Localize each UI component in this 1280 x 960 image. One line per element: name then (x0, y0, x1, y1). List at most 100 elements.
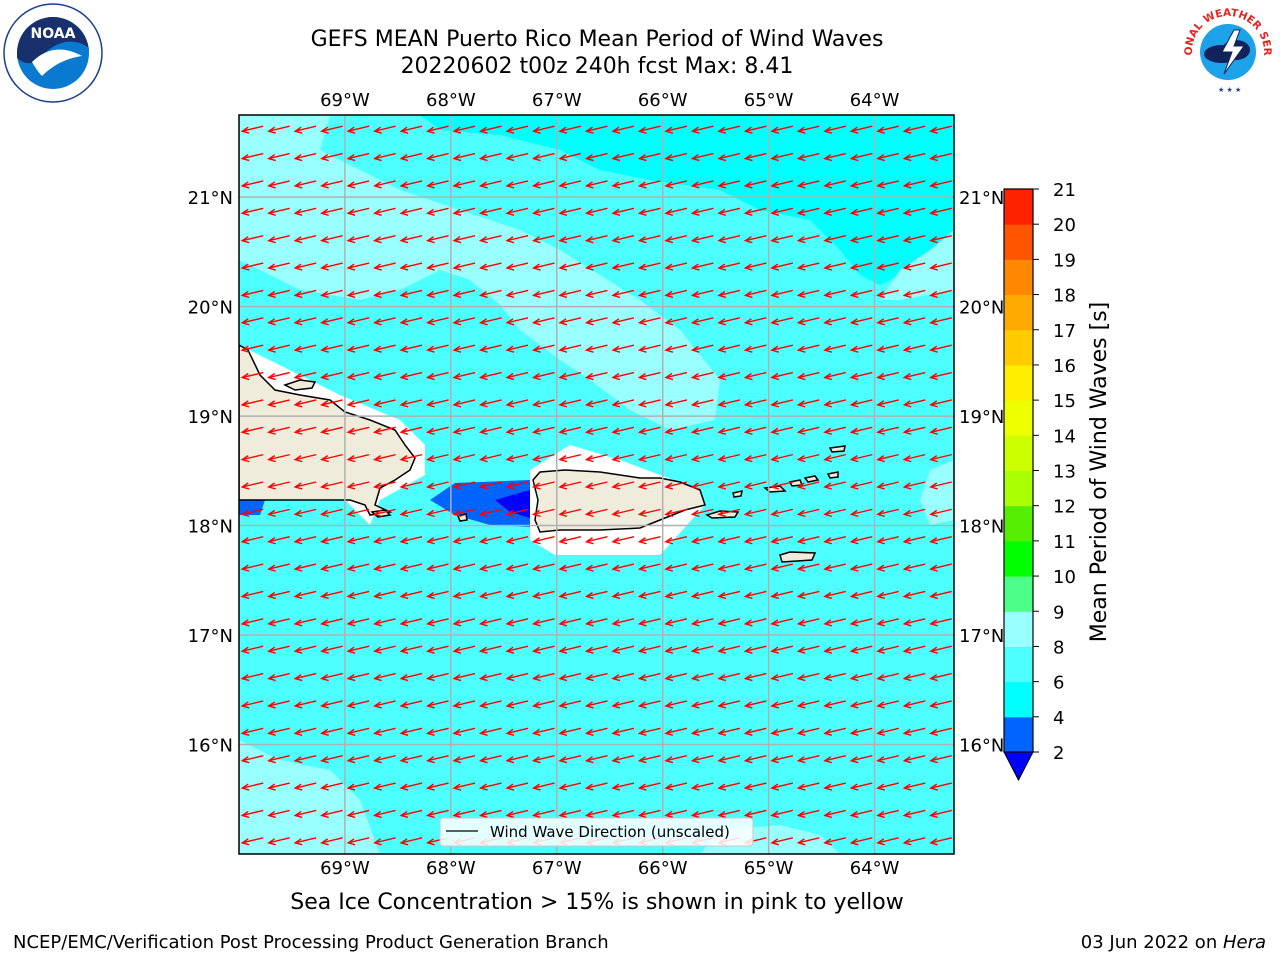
wave-arrow (690, 344, 714, 353)
wave-arrow (584, 234, 608, 244)
wave-arrow (373, 481, 396, 490)
wave-arrow (478, 234, 502, 244)
wave-arrow (558, 453, 582, 463)
colorbar-segment (1004, 611, 1033, 647)
wave-arrow (346, 672, 370, 682)
wave-arrow (452, 727, 476, 737)
wave-arrow (478, 590, 502, 600)
wave-arrow (373, 152, 396, 162)
wave-arrow (505, 618, 529, 627)
wave-arrow (796, 755, 820, 764)
wave-arrow (876, 426, 899, 435)
wave-arrow (796, 207, 820, 216)
land-mona (456, 513, 468, 522)
wave-arrow (743, 618, 767, 627)
wave-arrow (425, 262, 449, 271)
wave-arrow (346, 481, 370, 490)
wave-arrow (452, 125, 476, 134)
lat-label-right: 19°N (959, 407, 1004, 428)
wave-arrow (796, 700, 820, 709)
wave-arrow (664, 125, 688, 134)
wave-arrow (823, 344, 846, 353)
wave-arrow (584, 453, 608, 463)
wave-arrow (664, 289, 688, 299)
wave-arrow (611, 371, 635, 381)
wave-arrow (293, 399, 317, 408)
wave-arrow (240, 125, 264, 134)
wave-arrow (743, 399, 767, 408)
wave-arrow (505, 453, 529, 463)
colorbar-segment (1004, 329, 1033, 366)
wave-arrow (346, 700, 370, 709)
wave-arrow (770, 809, 794, 819)
land-culebra (732, 490, 743, 498)
wave-arrow (902, 344, 926, 353)
lat-label-right: 18°N (959, 517, 1004, 538)
wave-arrow (876, 536, 899, 545)
wave-arrow (717, 453, 741, 463)
axis-labels: 69°W 69°W 68°W 68°W 67°W 67°W 66°W 66°W 65°W 65°W… (188, 90, 1005, 879)
colorbar-tick-label: 8 (1053, 637, 1064, 658)
wave-arrow (584, 180, 608, 189)
period-band-8-9-east (920, 460, 954, 525)
wave-arrow (267, 180, 290, 189)
wave-arrow (267, 508, 290, 518)
wave-arrow (452, 152, 476, 162)
wave-arrow (876, 262, 899, 271)
wave-arrow (717, 727, 741, 737)
wave-arrow (399, 563, 423, 572)
wave-arrow (690, 371, 714, 381)
wave-arrow (664, 755, 688, 764)
colorbar-tick-label: 19 (1053, 250, 1076, 271)
colorbar-tick-label: 18 (1053, 286, 1076, 307)
wave-arrow (505, 645, 529, 654)
land-hispaniola (239, 344, 416, 516)
wave-arrow (320, 727, 343, 737)
wave-arrow (717, 262, 741, 271)
wave-arrow (452, 426, 476, 435)
wave-arrow (664, 536, 688, 545)
wave-arrow (902, 234, 926, 244)
wave-arrow (505, 508, 529, 518)
wave-arrow (664, 180, 688, 189)
wave-arrow (823, 426, 846, 435)
wave-arrow (558, 125, 582, 134)
wave-arrow (796, 426, 820, 435)
wave-arrow (584, 125, 608, 134)
colorbar-tick-label: 4 (1053, 708, 1064, 729)
wave-arrow (425, 207, 449, 216)
wave-arrow (240, 207, 264, 216)
wave-arrow (425, 618, 449, 627)
land-tortuga (283, 379, 317, 391)
wave-arrow (902, 453, 926, 463)
wave-arrow (823, 399, 846, 408)
wave-arrow (637, 453, 661, 463)
wave-arrow (478, 453, 502, 463)
wave-arrow (373, 700, 396, 709)
wave-arrow (584, 289, 608, 299)
wave-arrow (902, 289, 926, 299)
wave-arrow (902, 481, 926, 490)
wave-arrow (267, 645, 290, 654)
wave-arrow (293, 618, 317, 627)
wave-arrow (902, 180, 926, 189)
wave-arrow (346, 371, 370, 381)
wave-arrow (558, 536, 582, 545)
wave-arrow (929, 782, 952, 791)
wave-arrow (902, 618, 926, 627)
wave-arrow (823, 152, 846, 162)
lon-label-bottom: 68°W (426, 858, 476, 879)
wave-arrow (293, 782, 317, 791)
colorbar-segment (1004, 681, 1033, 718)
wave-arrow (346, 426, 370, 435)
wave-arrow (584, 700, 608, 709)
lon-label-top: 69°W (320, 90, 370, 111)
period-band-8-9-northwest (239, 115, 720, 430)
wave-arrow (849, 755, 873, 764)
lon-label-top: 64°W (850, 90, 900, 111)
wave-arrow (849, 727, 873, 737)
wave-arrow (796, 645, 820, 654)
colorbar-segment (1004, 364, 1033, 401)
wave-arrow (823, 782, 846, 791)
wave-arrow (373, 289, 396, 299)
